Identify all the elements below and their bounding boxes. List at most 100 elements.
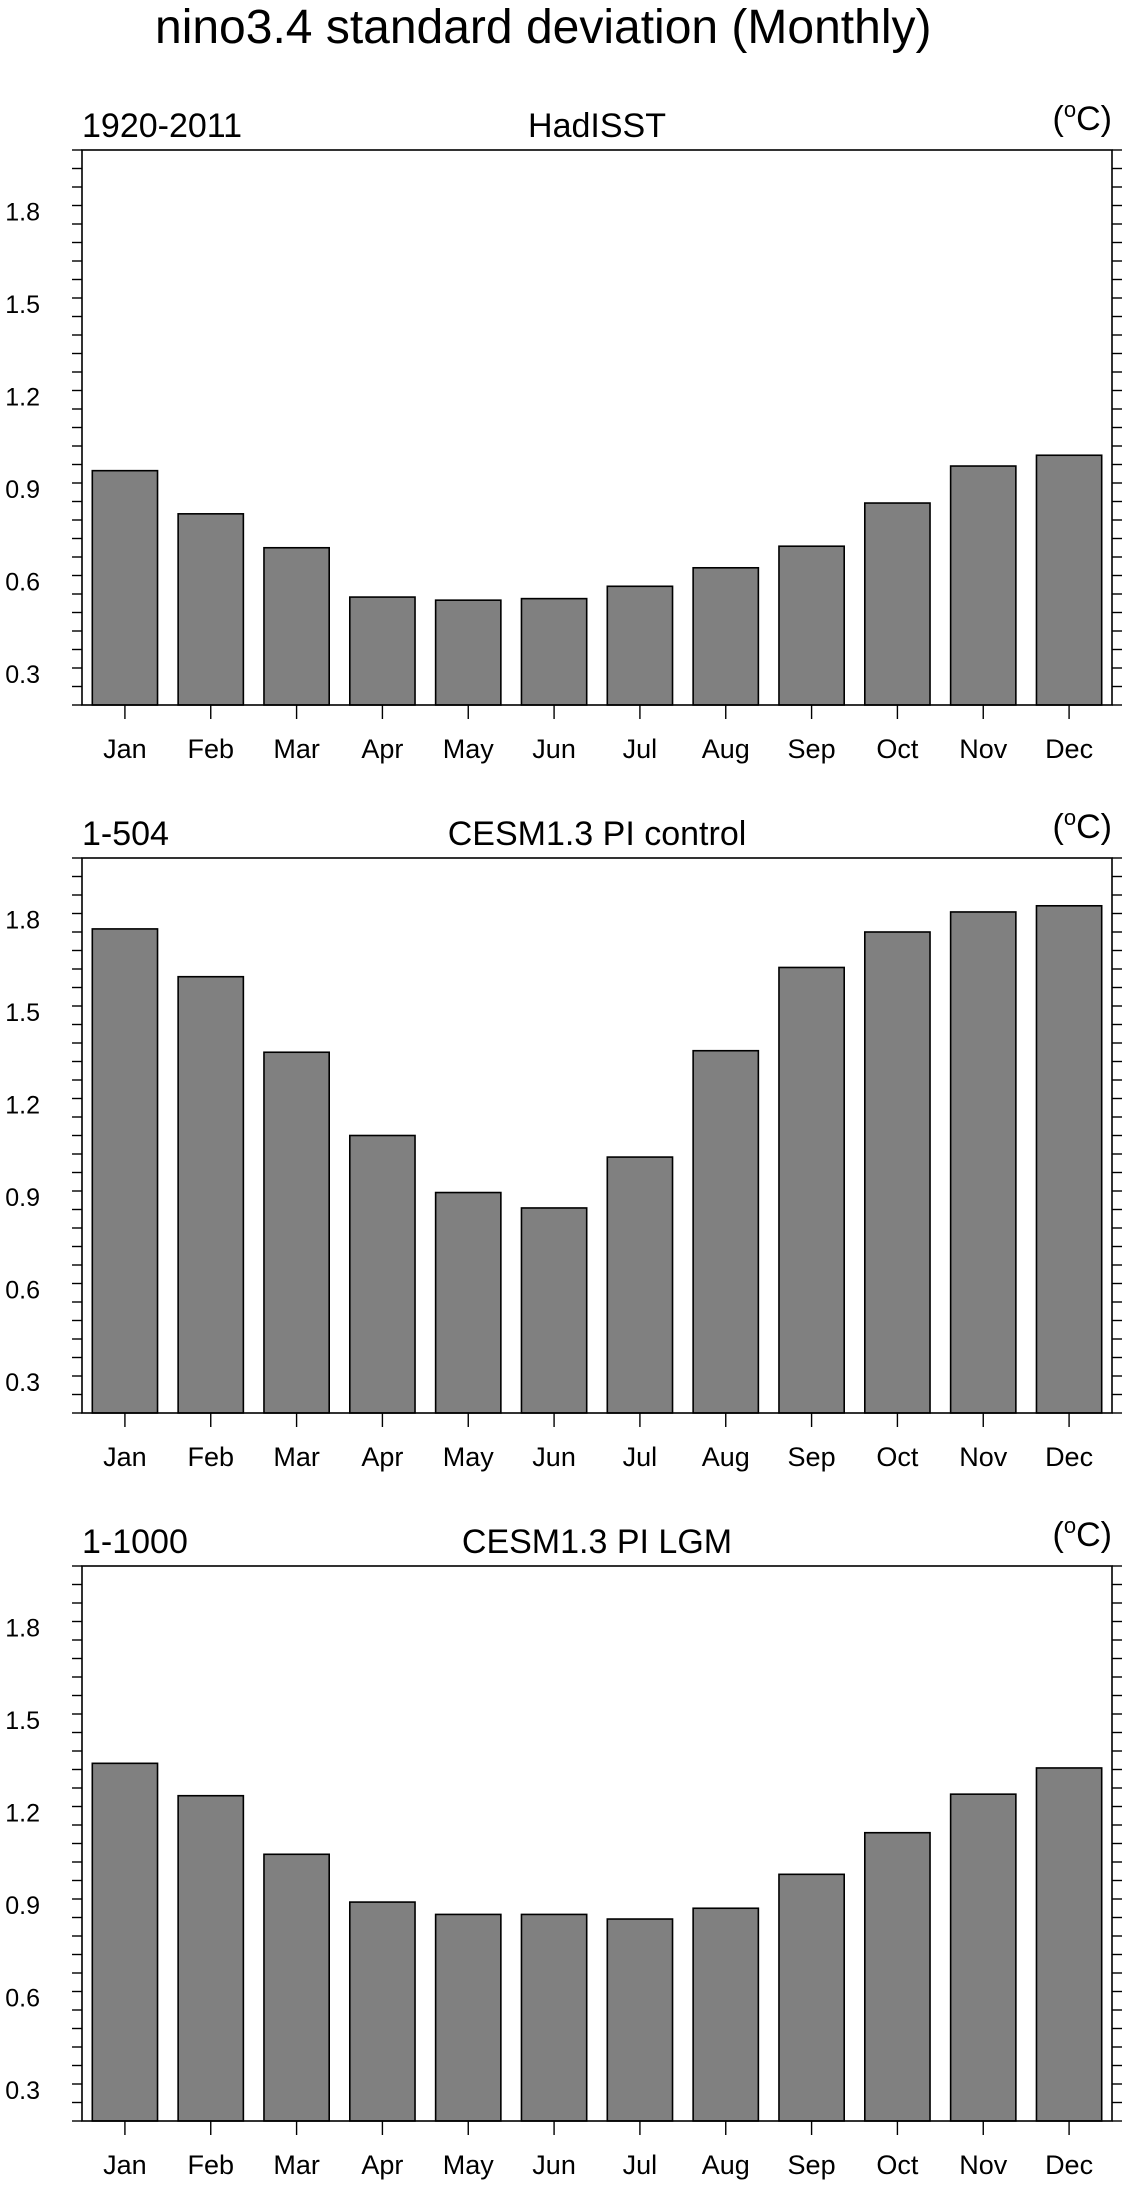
- bar-jun: [520, 597, 588, 706]
- y-tick-label: 0.3: [5, 1369, 40, 1397]
- bar-jan: [91, 469, 159, 706]
- y-tick-label: 0.6: [5, 1277, 40, 1305]
- x-tick-label: Dec: [1045, 2150, 1093, 2180]
- x-tick-label: May: [443, 734, 495, 764]
- y-tick-label: 1.5: [5, 1707, 40, 1735]
- chart-panel-3: 1-1000 CESM1.3 PI LGM (oC) Jan Feb Mar Apr May J…: [5, 1513, 1122, 2180]
- unit-degree: o: [1064, 1513, 1076, 1538]
- x-tick-label: Jan: [103, 734, 147, 764]
- unit-label: (oC): [1053, 805, 1112, 846]
- bar-jun: [520, 1207, 588, 1414]
- unit-label: (oC): [1053, 97, 1112, 138]
- y-tick-label: 1.2: [5, 384, 40, 412]
- y-tick-label: 0.6: [5, 569, 40, 597]
- x-tick-label: Dec: [1045, 1442, 1093, 1472]
- bar-jul: [606, 1156, 674, 1414]
- y-tick-label: 1.2: [5, 1092, 40, 1120]
- bar-nov: [949, 911, 1017, 1414]
- x-tick-label: Oct: [876, 1442, 919, 1472]
- y-tick-label: 0.3: [5, 661, 40, 689]
- x-tick-label: Jan: [103, 2150, 147, 2180]
- chart-panel-1: 1920-2011 HadISST (oC) Jan Feb Mar Apr May Jun Ju…: [5, 97, 1122, 764]
- x-tick-label: Jul: [623, 734, 658, 764]
- unit-degree: o: [1064, 97, 1076, 122]
- y-tick-label: 1.2: [5, 1800, 40, 1828]
- x-tick-label: Feb: [187, 1442, 234, 1472]
- x-tick-label: Mar: [273, 2150, 320, 2180]
- x-tick-label: Nov: [959, 2150, 1008, 2180]
- panel-left-label: 1-1000: [82, 1523, 188, 1561]
- x-tick-label: Mar: [273, 1442, 320, 1472]
- bar-aug: [692, 1907, 760, 2122]
- bar-oct: [863, 1831, 931, 2122]
- y-tick-label: 1.8: [5, 907, 40, 935]
- y-tick-label: 1.8: [5, 199, 40, 227]
- x-tick-label: Aug: [702, 734, 750, 764]
- figure-title: nino3.4 standard deviation (Monthly): [155, 1, 931, 54]
- y-tick-label: 1.5: [5, 999, 40, 1027]
- x-tick-label: Feb: [187, 2150, 234, 2180]
- x-tick-label: Aug: [702, 2150, 750, 2180]
- panel-left-label: 1-504: [82, 815, 169, 853]
- bar-feb: [177, 975, 245, 1414]
- x-tick-label: Jul: [623, 2150, 658, 2180]
- unit-symbol: C): [1076, 808, 1112, 846]
- y-tick-label: 0.9: [5, 476, 40, 504]
- bar-dec: [1035, 904, 1103, 1414]
- bar-jan: [91, 1762, 159, 2122]
- x-tick-label: Nov: [959, 1442, 1008, 1472]
- unit-label: (oC): [1053, 1513, 1112, 1554]
- bar-aug: [692, 566, 760, 706]
- y-tick-label: 0.9: [5, 1892, 40, 1920]
- unit-open-paren: (: [1053, 1516, 1065, 1554]
- y-tick-label: 0.6: [5, 1985, 40, 2013]
- x-tick-label: Apr: [361, 1442, 403, 1472]
- bar-apr: [348, 1134, 416, 1414]
- bar-apr: [348, 596, 416, 706]
- unit-open-paren: (: [1053, 100, 1065, 138]
- bar-may: [434, 599, 502, 706]
- x-tick-label: Jun: [532, 734, 576, 764]
- x-tick-label: Apr: [361, 2150, 403, 2180]
- bar-sep: [778, 545, 845, 706]
- panel-title: CESM1.3 PI LGM: [462, 1523, 732, 1561]
- x-tick-label: Sep: [788, 2150, 836, 2180]
- bar-may: [434, 1913, 502, 2122]
- bar-mar: [263, 546, 331, 706]
- x-tick-label: May: [443, 2150, 495, 2180]
- bar-feb: [177, 1794, 245, 2122]
- panel-title: CESM1.3 PI control: [448, 815, 747, 853]
- y-tick-label: 0.3: [5, 2077, 40, 2105]
- x-tick-label: Mar: [273, 734, 320, 764]
- x-tick-label: Jun: [532, 2150, 576, 2180]
- panel-left-label: 1920-2011: [82, 107, 242, 145]
- x-tick-label: Oct: [876, 2150, 919, 2180]
- bar-jul: [606, 1918, 674, 2122]
- y-tick-label: 1.5: [5, 291, 40, 319]
- x-tick-label: Nov: [959, 734, 1008, 764]
- x-tick-label: Apr: [361, 734, 403, 764]
- bar-dec: [1035, 454, 1103, 706]
- unit-symbol: C): [1076, 100, 1112, 138]
- bar-apr: [348, 1901, 416, 2122]
- bar-dec: [1035, 1767, 1103, 2122]
- x-tick-label: Feb: [187, 734, 234, 764]
- y-tick-label: 0.9: [5, 1184, 40, 1212]
- x-tick-label: Jul: [623, 1442, 658, 1472]
- bar-jul: [606, 585, 674, 706]
- x-tick-label: Sep: [788, 1442, 836, 1472]
- x-tick-label: Sep: [788, 734, 836, 764]
- x-tick-label: Dec: [1045, 734, 1093, 764]
- x-tick-label: May: [443, 1442, 495, 1472]
- panel-title: HadISST: [528, 107, 666, 145]
- y-tick-label: 1.8: [5, 1615, 40, 1643]
- bar-nov: [949, 465, 1017, 706]
- bar-mar: [263, 1853, 331, 2122]
- bar-jan: [91, 928, 159, 1414]
- x-tick-label: Jun: [532, 1442, 576, 1472]
- unit-open-paren: (: [1053, 808, 1065, 846]
- bar-may: [434, 1191, 502, 1414]
- bar-nov: [949, 1793, 1017, 2122]
